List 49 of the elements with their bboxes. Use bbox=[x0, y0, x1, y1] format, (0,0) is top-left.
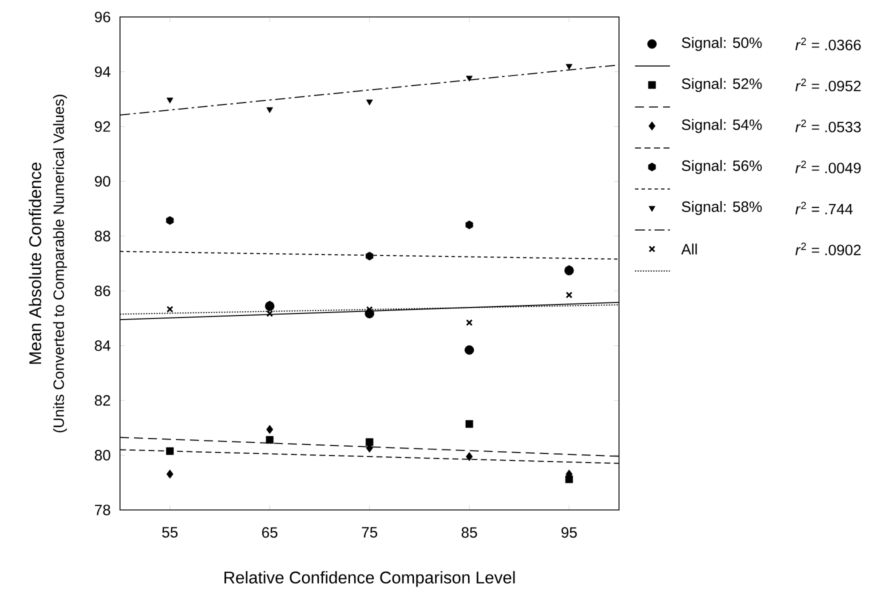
y-tick-label: 78 bbox=[94, 504, 110, 516]
legend-label: Signal: 54% bbox=[682, 119, 762, 133]
legend-label: Signal: 56% bbox=[682, 160, 762, 174]
point bbox=[166, 306, 174, 313]
point bbox=[266, 424, 274, 434]
point bbox=[166, 470, 174, 479]
text: r$^{2}$ = .0049 bbox=[795, 160, 861, 174]
text: r$^{2}$ = .0902 bbox=[795, 242, 861, 256]
point bbox=[166, 98, 174, 104]
x-axis-title: Relative Confidence Comparison Level bbox=[224, 571, 515, 587]
point bbox=[266, 436, 274, 444]
y-tick-label: 96 bbox=[94, 12, 110, 22]
y-tick-label: 86 bbox=[94, 286, 110, 296]
point bbox=[464, 345, 474, 355]
y-axis-title: Mean Absolute Confidence bbox=[28, 162, 42, 364]
legend-label: Signal: 52% bbox=[682, 78, 762, 92]
text: r$^{2}$ = .0533 bbox=[795, 120, 861, 132]
point bbox=[166, 216, 174, 225]
legend-label: Signal: 50% bbox=[682, 37, 762, 51]
y-tick-label: 80 bbox=[94, 450, 110, 460]
point bbox=[166, 447, 174, 455]
y-tick-label: 82 bbox=[94, 395, 110, 406]
point bbox=[566, 64, 572, 70]
text: r$^{2}$ = .0366 bbox=[795, 38, 861, 50]
text: r$^{2}$ = .744 bbox=[795, 202, 853, 214]
y-tick-label: 90 bbox=[94, 176, 110, 187]
point bbox=[266, 310, 274, 317]
x-tick-label: 95 bbox=[562, 527, 577, 538]
legend-label: All bbox=[681, 244, 697, 254]
point bbox=[366, 252, 374, 260]
point bbox=[466, 76, 473, 82]
x-tick-label: 75 bbox=[362, 527, 378, 538]
x-tick-label: 55 bbox=[162, 527, 178, 538]
y-tick-label: 92 bbox=[94, 121, 110, 132]
y-tick-label: 94 bbox=[94, 66, 110, 78]
y-tick-label: 84 bbox=[94, 340, 110, 351]
y-tick-label: 88 bbox=[94, 230, 110, 242]
point bbox=[466, 319, 473, 326]
point bbox=[466, 420, 474, 428]
x-tick-label: 85 bbox=[462, 527, 477, 538]
text: r$^{2}$ = .0952 bbox=[795, 78, 861, 92]
point bbox=[366, 100, 373, 106]
legend-label: Signal: 58% bbox=[682, 201, 762, 215]
text: (Units Converted to Comparable Numerical Values) bbox=[53, 94, 67, 432]
x-tick-label: 65 bbox=[262, 527, 278, 538]
point bbox=[566, 292, 572, 298]
point bbox=[266, 107, 274, 114]
point bbox=[466, 220, 474, 230]
point bbox=[466, 452, 473, 462]
